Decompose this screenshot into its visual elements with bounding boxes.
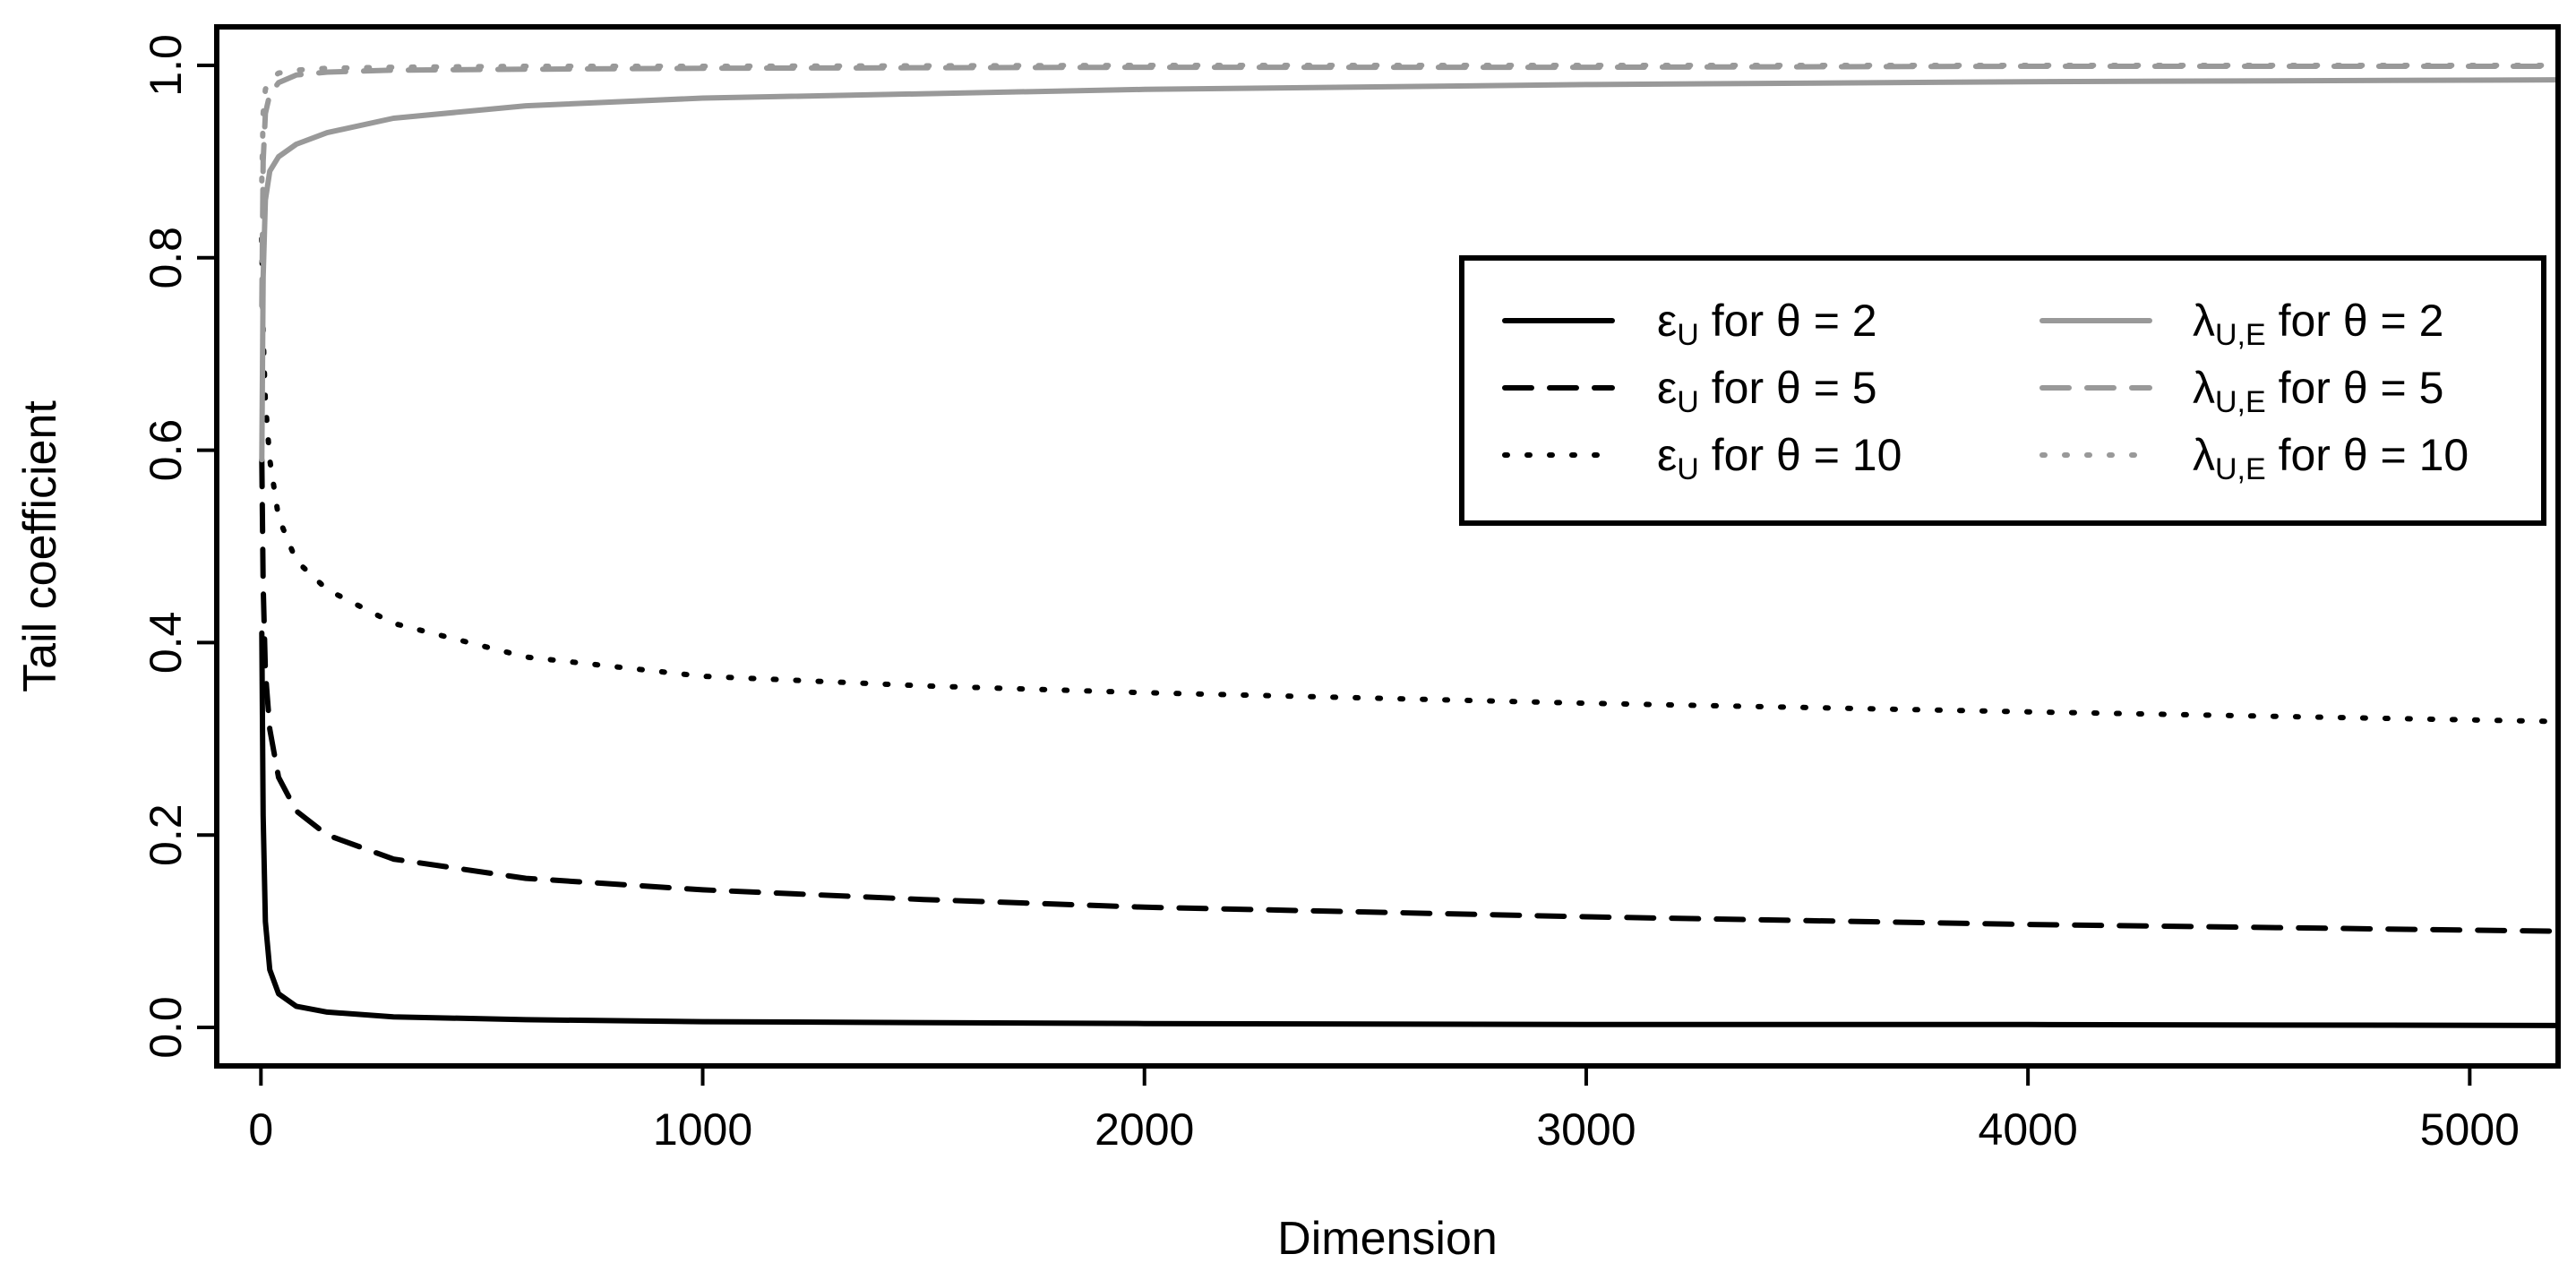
series-line-4 — [259, 77, 2558, 463]
legend-label-5: λU,E for θ = 5 — [2193, 363, 2443, 419]
y-tick-label: 0.4 — [141, 612, 191, 674]
x-tick-label: 0 — [248, 1104, 273, 1155]
legend-label-1: εU for θ = 2 — [1657, 296, 1877, 352]
y-axis-title: Tail coefficient — [14, 400, 66, 692]
legend-label-4: λU,E for θ = 2 — [2193, 296, 2443, 352]
series-line-6 — [259, 63, 2558, 184]
x-tick-label: 5000 — [2420, 1104, 2520, 1155]
legend-label-6: λU,E for θ = 10 — [2193, 430, 2469, 486]
series-line-2 — [259, 457, 2558, 934]
plot-frame — [214, 24, 2561, 1069]
series-line-1 — [259, 630, 2558, 1028]
x-tick-label: 4000 — [1979, 1104, 2078, 1155]
y-tick-label: 0.0 — [141, 996, 191, 1059]
series-line-3 — [259, 236, 2558, 725]
y-tick-label: 0.6 — [141, 419, 191, 482]
series-layer — [259, 63, 2558, 1028]
x-tick-label: 2000 — [1095, 1104, 1194, 1155]
y-tick-label: 1.0 — [141, 34, 191, 97]
legend-label-2: εU for θ = 5 — [1657, 363, 1877, 419]
x-tick-label: 3000 — [1536, 1104, 1636, 1155]
x-axis-title: Dimension — [1277, 1213, 1498, 1265]
legend: εU for θ = 2 εU for θ = 5 εU for θ = 10 λU,… — [1459, 255, 2546, 526]
x-tick-label: 1000 — [653, 1104, 752, 1155]
y-tick-label: 0.8 — [141, 227, 191, 289]
y-tick-label: 0.2 — [141, 803, 191, 866]
legend-box — [1459, 255, 2546, 526]
legend-label-3: εU for θ = 10 — [1657, 430, 1902, 486]
axis-layer: 0 1000 2000 3000 4000 5000 0.0 0.2 0.4 0.6 0.8 1.0 — [141, 34, 2520, 1155]
